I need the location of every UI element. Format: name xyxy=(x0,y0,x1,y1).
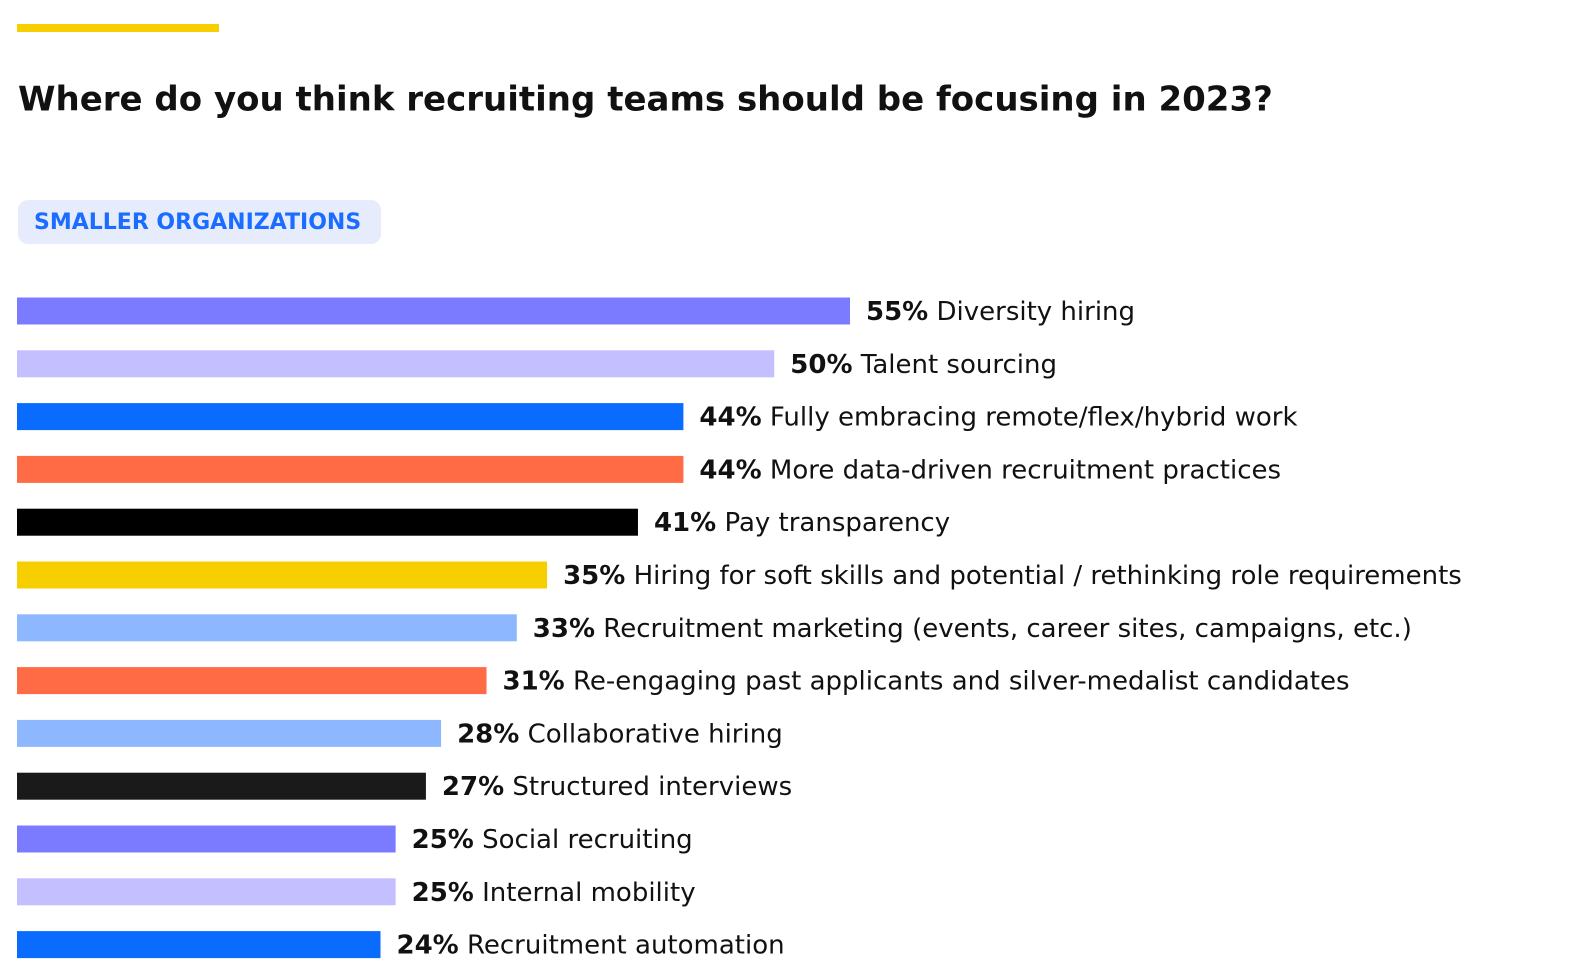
bar-label: 28% Collaborative hiring xyxy=(457,719,783,749)
bar-label: 27% Structured interviews xyxy=(442,772,792,802)
bar-label: 35% Hiring for soft skills and potential… xyxy=(563,561,1462,591)
value-label: 44% xyxy=(699,455,761,485)
value-label: 55% xyxy=(866,297,928,327)
value-label: 35% xyxy=(563,561,625,591)
bar-label: 25% Social recruiting xyxy=(412,825,693,855)
bar xyxy=(17,667,487,695)
category-label: More data-driven recruitment practices xyxy=(770,455,1281,485)
category-label: Recruitment automation xyxy=(467,930,785,960)
value-label: 31% xyxy=(503,666,565,696)
bar-label: 24% Recruitment automation xyxy=(396,930,784,960)
bar xyxy=(17,508,638,536)
category-label: Hiring for soft skills and potential / r… xyxy=(634,561,1462,591)
category-label: Collaborative hiring xyxy=(528,719,783,749)
category-label: Pay transparency xyxy=(724,508,950,538)
value-label: 24% xyxy=(396,930,458,960)
bar-label: 50% Talent sourcing xyxy=(790,349,1057,379)
bar-label: 55% Diversity hiring xyxy=(866,297,1135,327)
category-label: Diversity hiring xyxy=(937,297,1136,327)
badge xyxy=(18,200,381,244)
bar-label: 33% Recruitment marketing (events, caree… xyxy=(533,613,1412,643)
category-label: Talent sourcing xyxy=(860,349,1057,379)
bar xyxy=(17,772,426,800)
subtitle: SMALLER ORGANIZATIONS xyxy=(34,210,361,235)
category-label: Structured interviews xyxy=(512,772,792,802)
bar xyxy=(17,614,517,642)
bar xyxy=(17,455,684,483)
bar-label: 44% Fully embracing remote/flex/hybrid w… xyxy=(699,402,1297,432)
category-label: Recruitment marketing (events, career si… xyxy=(603,613,1412,643)
category-label: Fully embracing remote/flex/hybrid work xyxy=(770,402,1298,432)
bar-label: 25% Internal mobility xyxy=(412,877,696,907)
bar xyxy=(17,561,548,589)
value-label: 25% xyxy=(412,825,474,855)
bar xyxy=(17,403,684,431)
chart-title: Where do you think recruiting teams shou… xyxy=(18,80,1273,120)
bar-label: 31% Re-engaging past applicants and silv… xyxy=(503,666,1350,696)
value-label: 33% xyxy=(533,613,595,643)
bar xyxy=(17,931,381,959)
value-label: 25% xyxy=(412,877,474,907)
bar xyxy=(17,350,775,378)
value-label: 41% xyxy=(654,508,716,538)
bar xyxy=(17,878,396,906)
value-label: 27% xyxy=(442,772,504,802)
bar-label: 41% Pay transparency xyxy=(654,508,950,538)
value-label: 50% xyxy=(790,349,852,379)
bar xyxy=(17,297,850,325)
category-label: Re-engaging past applicants and silver-m… xyxy=(573,666,1349,696)
category-label: Social recruiting xyxy=(482,825,693,855)
bar-label: 44% More data-driven recruitment practic… xyxy=(699,455,1281,485)
category-label: Internal mobility xyxy=(482,877,695,907)
value-label: 44% xyxy=(699,402,761,432)
bar xyxy=(17,719,442,747)
value-label: 28% xyxy=(457,719,519,749)
bar xyxy=(17,825,396,853)
accent-line xyxy=(17,24,219,32)
